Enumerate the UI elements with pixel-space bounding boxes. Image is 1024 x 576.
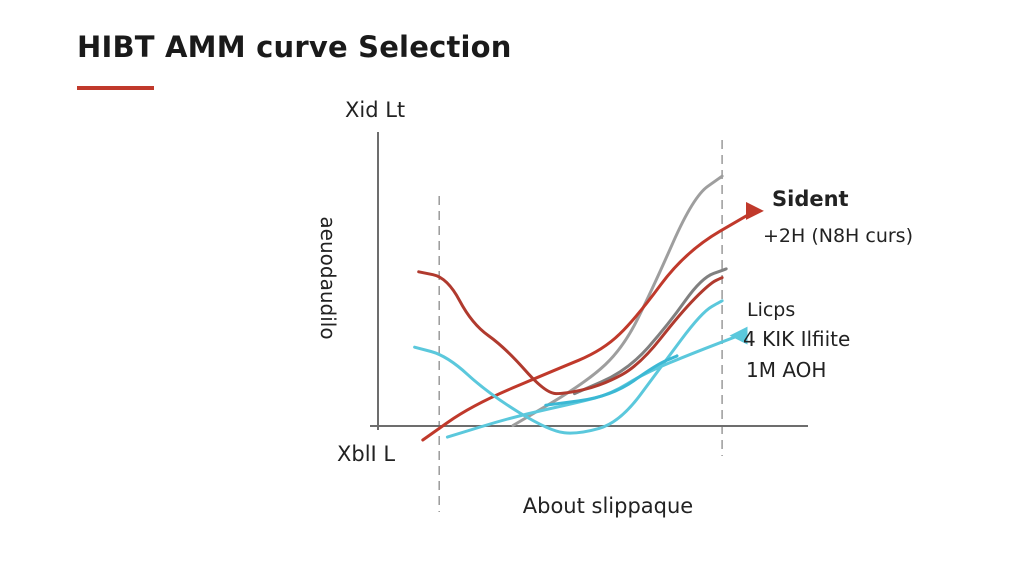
series-line-3 — [421, 202, 764, 442]
annotation-4kik: 4 KIK Ilfiite — [743, 327, 850, 351]
reference-lines — [438, 140, 723, 512]
annotation-2h-curve: +2H (N8H curs) — [763, 225, 913, 247]
y-axis-top-label: Xid Lt — [345, 98, 405, 122]
annotation-sident: Sident — [772, 187, 849, 211]
annotation-licps: Licps — [747, 299, 795, 321]
series-line-4 — [417, 270, 724, 396]
y-axis-label: aeuodaudilo — [316, 216, 340, 339]
annotation-1m-aoh: 1M AOH — [746, 358, 826, 382]
x-axis-label: About slippaque — [523, 494, 693, 518]
series-line-5 — [413, 299, 724, 435]
title-underline — [77, 86, 154, 90]
series-line-2 — [573, 267, 728, 396]
series-line-7 — [544, 354, 679, 407]
origin-label: XblI L — [337, 442, 395, 466]
series-layer — [413, 174, 764, 442]
page-title: HIBT AMM curve Selection — [77, 30, 512, 64]
